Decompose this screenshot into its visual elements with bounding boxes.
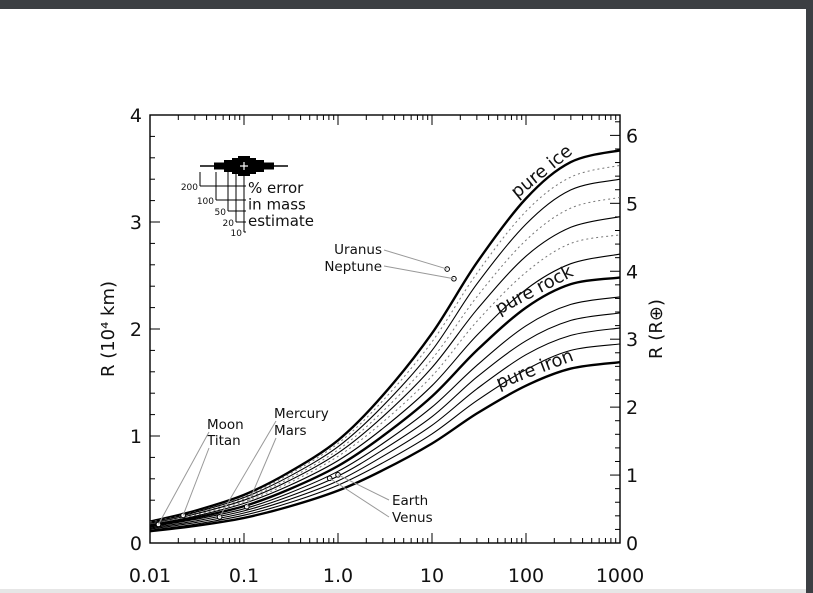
planet-label-moon: Moon [207,417,244,433]
window-top-bar [0,0,813,9]
planet-label-venus: Venus [392,510,433,526]
leader-line-mercury [219,420,277,518]
curve-5 [149,234,621,525]
y2-tick-label: 6 [626,125,638,147]
error-key-level: 100 [197,197,214,207]
y-tick-label: 4 [130,105,142,127]
error-key-text: % error [248,179,304,197]
error-key-text: estimate [248,212,314,230]
error-key-level: 10 [231,229,243,239]
error-key-text: in mass [248,196,306,214]
planet-label-earth: Earth [392,493,428,509]
planet-label-mercury: Mercury [274,406,329,422]
x-tick-label: 100 [508,565,544,587]
y2-tick-label: 2 [626,397,638,419]
curve-pure-iron [149,361,621,533]
y2-tick-label: 3 [626,329,638,351]
y-axis-title: R (10⁴ km) [98,281,119,377]
curve-9 [149,312,621,529]
x-tick-label: 0.1 [229,565,259,587]
error-key-level: 200 [181,183,198,193]
error-key-level: 50 [215,208,227,218]
curve-group [149,149,621,533]
y-tick-label: 1 [130,426,142,448]
curve-label-pure-rock: pure rock [492,261,578,319]
planet-label-neptune: Neptune [324,259,382,275]
curve-label-pure-iron: pure iron [493,345,576,394]
curve-2 [149,178,621,524]
leader-line-mars [246,437,277,507]
planet-label-uranus: Uranus [334,242,382,258]
y2-axis-title: R (R⊕) [646,299,667,359]
y2-tick-label: 1 [626,465,638,487]
curve-6 [149,253,621,526]
window-right-edge [806,9,813,593]
leader-line-moon [158,431,210,525]
leader-line-titan [182,447,210,516]
y-tick-label: 0 [130,533,142,555]
x-tick-label: 10 [420,565,444,587]
y-tick-label: 3 [130,212,142,234]
y2-tick-label: 4 [626,261,638,283]
x-tick-label: 1000 [596,565,644,587]
curve-pure-rock [149,276,621,528]
curve-4 [149,216,621,525]
planet-label-mars: Mars [274,423,307,439]
curve-3 [149,196,621,524]
planet-label-titan: Titan [206,433,241,449]
y2-tick-label: 0 [626,533,638,555]
axis-ticks: 0.01 0.1 1.0 10 100 1000 0 1 2 3 4 0 1 2 3 4 5 6 [129,105,644,587]
curve-1 [149,164,621,523]
y-tick-label: 2 [130,319,142,341]
leader-line-uranus [383,249,448,270]
curve-11 [149,343,621,531]
error-key-level: 20 [223,219,235,229]
curve-10 [149,327,621,530]
curve-label-pure-ice: pure ice [507,141,577,203]
curve-8 [149,296,621,528]
x-tick-label: 1.0 [323,565,353,587]
y2-tick-label: 5 [626,193,638,215]
leader-line-neptune [383,265,454,280]
x-tick-label: 0.01 [129,565,171,587]
leader-line-earth [337,474,390,501]
leader-line-venus [329,477,390,518]
curve-pure-ice [149,149,621,523]
window-bottom-edge [0,589,806,593]
